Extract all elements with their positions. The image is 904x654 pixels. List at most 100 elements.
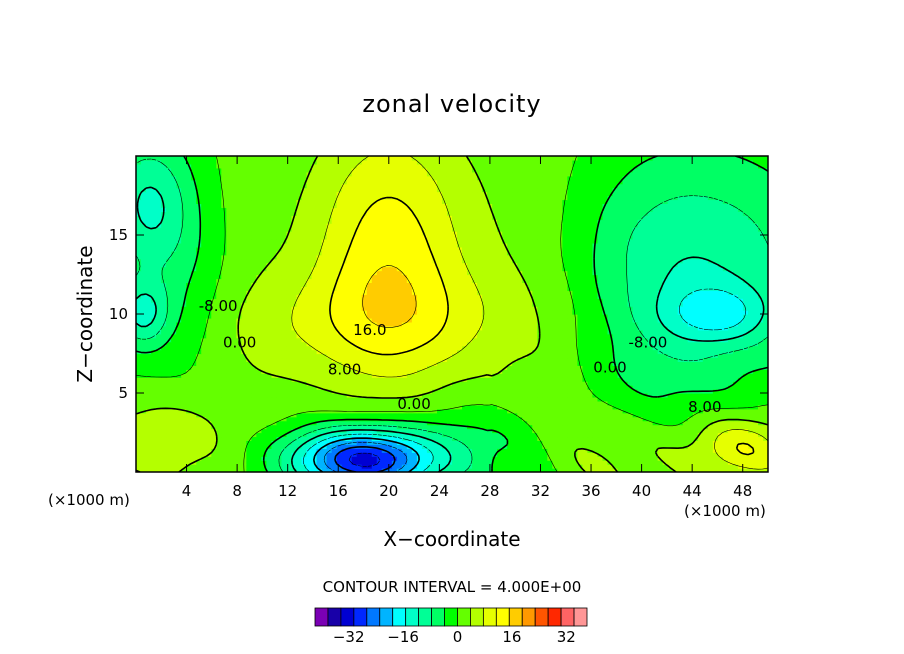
field-cell — [326, 329, 333, 335]
field-cell — [266, 400, 273, 406]
field-cell — [617, 460, 624, 465]
field-cell — [762, 440, 768, 445]
field-cell — [687, 385, 694, 390]
field-cell — [477, 341, 483, 347]
field-cell — [757, 325, 764, 331]
field-cell — [452, 314, 458, 319]
field-cell — [416, 381, 423, 386]
field-cell — [226, 396, 232, 402]
field-cell — [562, 373, 568, 378]
field-cell — [201, 361, 207, 366]
field-cell — [211, 456, 217, 461]
field-cell — [361, 353, 368, 359]
field-cell — [662, 329, 669, 335]
field-cell — [371, 385, 378, 390]
field-cell — [341, 373, 348, 378]
field-cell — [522, 381, 528, 386]
field-cell — [472, 381, 478, 386]
field-cell — [426, 377, 433, 382]
field-cell — [752, 440, 759, 445]
field-cell — [306, 412, 313, 418]
field-cell — [472, 452, 478, 457]
field-cell — [742, 440, 749, 445]
field-cell — [346, 396, 353, 402]
field-cell — [492, 444, 498, 449]
field-cell — [617, 448, 624, 453]
field-cell — [216, 408, 222, 414]
field-cell — [582, 337, 589, 343]
field-cell — [527, 400, 533, 406]
field-cell — [251, 341, 257, 347]
field-cell — [667, 428, 674, 434]
field-cell — [246, 385, 252, 390]
field-cell — [487, 333, 493, 339]
field-cell — [632, 373, 639, 378]
field-cell — [211, 329, 217, 335]
field-cell — [441, 365, 448, 370]
field-cell — [271, 341, 278, 347]
field-cell — [747, 408, 754, 414]
field-cell — [306, 432, 313, 438]
field-cell — [757, 460, 764, 465]
field-cell — [717, 424, 724, 430]
field-cell — [577, 448, 584, 453]
field-cell — [356, 357, 363, 362]
field-cell — [251, 408, 257, 414]
field-cell — [216, 468, 222, 472]
field-cell — [381, 412, 388, 418]
field-cell — [757, 468, 764, 472]
field-cell — [732, 333, 739, 339]
field-cell — [532, 456, 538, 461]
field-cell — [727, 361, 734, 366]
field-cell — [326, 412, 333, 418]
field-cell — [156, 317, 162, 323]
field-cell — [662, 452, 669, 457]
field-cell — [512, 428, 518, 434]
field-cell — [642, 357, 649, 362]
field-cell — [542, 337, 548, 343]
field-cell — [457, 448, 463, 453]
field-cell — [712, 464, 719, 469]
field-cell — [712, 432, 719, 438]
field-cell — [356, 460, 363, 465]
field-cell — [446, 341, 453, 347]
field-cell — [492, 460, 498, 465]
field-cell — [441, 393, 448, 398]
field-cell — [236, 361, 242, 366]
field-cell — [321, 396, 328, 402]
field-cell — [617, 369, 624, 374]
field-cell — [386, 369, 393, 374]
field-cell — [191, 333, 197, 339]
field-cell — [336, 393, 343, 398]
field-cell — [567, 448, 573, 453]
field-cell — [166, 381, 172, 386]
field-cell — [512, 424, 518, 430]
field-cell — [482, 381, 488, 386]
field-cell — [346, 400, 353, 406]
field-cell — [752, 396, 759, 402]
field-cell — [216, 385, 222, 390]
field-cell — [587, 452, 594, 457]
field-cell — [757, 381, 764, 386]
field-cell — [341, 357, 348, 362]
field-cell — [421, 456, 428, 461]
field-cell — [281, 400, 288, 406]
field-cell — [742, 369, 749, 374]
field-cell — [537, 369, 543, 374]
field-cell — [717, 373, 724, 378]
field-cell — [507, 393, 513, 398]
field-cell — [582, 412, 589, 418]
field-cell — [281, 456, 288, 461]
field-cell — [527, 353, 533, 359]
field-cell — [436, 440, 443, 445]
field-cell — [376, 333, 383, 339]
field-cell — [266, 314, 273, 319]
field-cell — [492, 396, 498, 402]
field-cell — [637, 468, 644, 472]
field-cell — [722, 341, 729, 347]
field-cell — [652, 404, 659, 410]
field-cell — [206, 440, 212, 445]
field-cell — [401, 460, 408, 465]
field-cell — [652, 349, 659, 355]
field-cell — [406, 452, 413, 457]
